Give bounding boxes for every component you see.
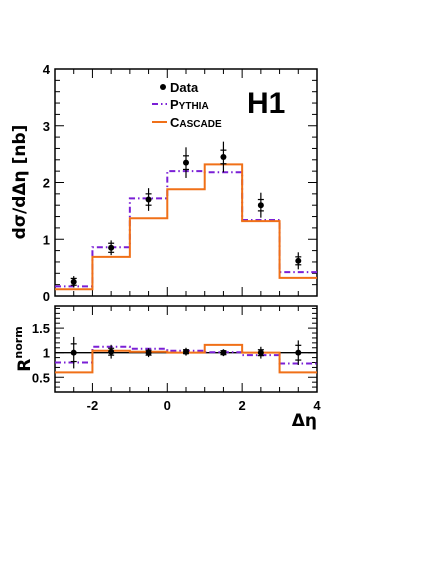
top-y-tick-label: 4 <box>43 62 51 77</box>
top-data-point <box>295 257 302 264</box>
bottom-data-point <box>295 349 302 356</box>
top-y-axis-title: dσ/dΔη [nb] <box>10 125 30 240</box>
top-data-point <box>145 196 152 203</box>
top-data-points <box>70 141 302 288</box>
h1-logo: H1 <box>247 87 285 120</box>
bottom-y-tick-label: 1 <box>43 346 50 361</box>
legend-label-rest: YTHIA <box>179 101 209 112</box>
legend-pythia-label: PYTHIA <box>170 97 209 112</box>
bottom-data-point <box>183 348 189 355</box>
bottom-y-tick-label: 0.5 <box>32 370 50 385</box>
bottom-y-axis-title: Rnorm <box>12 326 35 371</box>
top-y-tick-label: 2 <box>43 176 50 191</box>
legend-label-rest: ASCADE <box>179 119 222 130</box>
legend-label-initial: C <box>170 115 180 130</box>
top-data-point <box>257 202 264 209</box>
bottom-x-tick-label: 2 <box>239 398 246 413</box>
top-y-tick-label: 1 <box>43 232 50 247</box>
bottom-data-point <box>145 349 152 356</box>
top-data-point <box>108 244 115 251</box>
bottom-data-points <box>70 336 302 369</box>
top-x-axis <box>54 69 318 296</box>
bottom-data-point <box>70 349 77 356</box>
legend: Data PYTHIA CASCADE <box>152 80 222 130</box>
legend-label-initial: P <box>170 97 179 112</box>
top-y-axis: 0 1 2 3 4 <box>43 62 317 304</box>
bottom-x-axis: -2 0 2 4 <box>54 306 321 413</box>
bottom-data-point <box>108 348 115 355</box>
bottom-panel: 0.5 1 1.5 -2 0 2 4 Rnorm Δη <box>12 305 321 431</box>
top-data-point <box>220 153 227 160</box>
legend-data-marker <box>160 84 166 90</box>
top-data-point <box>183 159 189 166</box>
top-data-point <box>70 278 77 285</box>
bottom-y-axis-title-main: R <box>15 359 35 372</box>
top-y-tick-label: 3 <box>43 119 50 134</box>
top-cascade-histogram <box>55 163 317 291</box>
bottom-y-tick-label: 1.5 <box>32 321 50 336</box>
x-axis-title: Δη <box>292 411 317 431</box>
bottom-data-point <box>257 349 264 356</box>
bottom-y-axis: 0.5 1 1.5 <box>32 307 317 393</box>
legend-data-label: Data <box>170 80 199 95</box>
bottom-y-axis-title-sup: norm <box>12 326 25 358</box>
legend-cascade-label: CASCADE <box>170 115 222 130</box>
top-panel: 0 1 2 3 4 dσ/dΔη [nb] H1 Data PYTHIA CASCADE <box>10 62 318 304</box>
bottom-x-tick-label: 4 <box>313 398 321 413</box>
bottom-data-point <box>220 349 227 356</box>
top-histograms <box>55 163 317 291</box>
top-y-tick-label: 0 <box>43 289 50 304</box>
bottom-x-tick-label: 0 <box>164 398 171 413</box>
bottom-x-tick-label: -2 <box>87 398 99 413</box>
